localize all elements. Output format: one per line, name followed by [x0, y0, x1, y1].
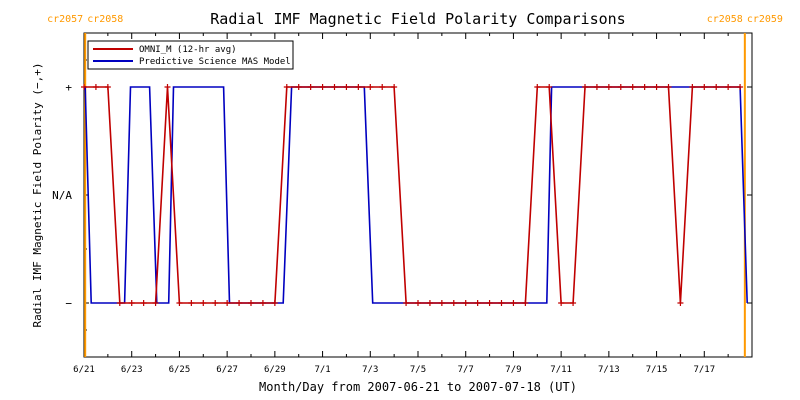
legend-entry: OMNI_M (12-hr avg): [139, 45, 237, 55]
data-point: [665, 84, 672, 90]
data-point: [462, 300, 469, 306]
data-point: [140, 300, 147, 306]
data-point: [689, 84, 696, 90]
data-point: [367, 84, 374, 90]
data-point: [725, 84, 732, 90]
carrington-rotation-labels: cr2057 cr2058 cr2058 cr2059: [47, 14, 783, 25]
x-tick-label: 6/27: [216, 365, 238, 375]
data-point: [152, 300, 159, 306]
data-point: [546, 84, 553, 90]
data-point: [331, 84, 338, 90]
data-point: [474, 300, 481, 306]
data-point: [701, 84, 708, 90]
data-point: [498, 300, 505, 306]
x-tick-label: 7/1: [314, 365, 330, 375]
data-point: [259, 300, 266, 306]
data-point: [450, 300, 457, 306]
x-tick-label: 6/29: [264, 365, 286, 375]
data-point: [737, 84, 744, 90]
data-point: [164, 84, 171, 90]
x-tick-label: 7/13: [598, 365, 620, 375]
data-point: [641, 84, 648, 90]
data-point: [593, 84, 600, 90]
x-tick-label: 7/9: [505, 365, 521, 375]
plot-frame: [83, 32, 753, 358]
x-tick-label: 7/3: [362, 365, 378, 375]
data-point: [307, 84, 314, 90]
data-point: [271, 300, 278, 306]
data-point: [605, 84, 612, 90]
carrington-label-before: cr2057: [47, 14, 83, 25]
x-tick-label: 7/11: [550, 365, 572, 375]
data-point: [295, 84, 302, 90]
x-tick-label: 7/5: [410, 365, 426, 375]
data-point: [104, 84, 111, 90]
y-tick-label: +: [65, 81, 72, 94]
data-point: [617, 84, 624, 90]
x-tick-label: 7/17: [693, 365, 715, 375]
data-point: [713, 84, 720, 90]
data-point: [379, 84, 386, 90]
data-point: [522, 300, 529, 306]
x-tick-label: 7/15: [646, 365, 668, 375]
x-tick-label: 6/21: [73, 365, 95, 375]
carrington-label-after: cr2058: [87, 14, 123, 25]
x-axis-label: Month/Day from 2007-06-21 to 2007-07-18 …: [259, 380, 577, 394]
data-point: [116, 300, 123, 306]
carrington-rotation-lines: [84, 33, 746, 357]
data-point: [343, 84, 350, 90]
carrington-label-before: cr2058: [707, 14, 743, 25]
data-point: [426, 300, 433, 306]
data-point: [510, 300, 517, 306]
data-point: [92, 84, 99, 90]
x-tick-label: 7/7: [458, 365, 474, 375]
y-axis: + N/A −: [52, 32, 752, 358]
legend-entry: Predictive Science MAS Model: [139, 57, 291, 67]
data-point: [558, 300, 565, 306]
data-point: [415, 300, 421, 306]
data-point: [355, 84, 362, 90]
data-point: [176, 300, 183, 306]
data-point: [81, 84, 87, 90]
x-tick-label: 6/25: [169, 365, 191, 375]
data-point: [438, 300, 445, 306]
data-point: [283, 84, 290, 90]
data-point: [570, 300, 577, 306]
y-axis-label: Radial IMF Magnetic Field Polarity (−,+): [31, 63, 44, 328]
data-point: [677, 300, 684, 306]
data-point: [128, 300, 135, 306]
y-tick-label: −: [65, 297, 72, 310]
data-point: [653, 84, 660, 90]
carrington-label-after: cr2059: [747, 14, 783, 25]
series-layer: [81, 84, 748, 306]
data-point: [248, 300, 254, 306]
data-point: [224, 300, 231, 306]
data-point: [391, 84, 398, 90]
data-point: [236, 300, 243, 306]
data-point: [534, 84, 541, 90]
data-point: [486, 300, 493, 306]
legend-box: [87, 40, 294, 70]
legend: OMNI_M (12-hr avg) Predictive Science MAS…: [87, 40, 294, 70]
data-point: [200, 300, 207, 306]
y-tick-label: N/A: [52, 189, 72, 202]
x-axis: 6/21 6/23 6/25 6/27 6/29 7/1 7/3 7/5 7/7 7/9 7/11 7…: [73, 33, 729, 375]
data-point: [403, 300, 410, 306]
chart-title: Radial IMF Magnetic Field Polarity Compa…: [210, 10, 625, 28]
data-point: [319, 84, 326, 90]
x-tick-label: 6/23: [121, 365, 143, 375]
data-point: [188, 300, 195, 306]
series-line: [84, 86, 748, 304]
data-point: [212, 300, 219, 306]
data-point: [629, 84, 636, 90]
data-point: [582, 84, 588, 90]
series-line: [84, 86, 741, 304]
